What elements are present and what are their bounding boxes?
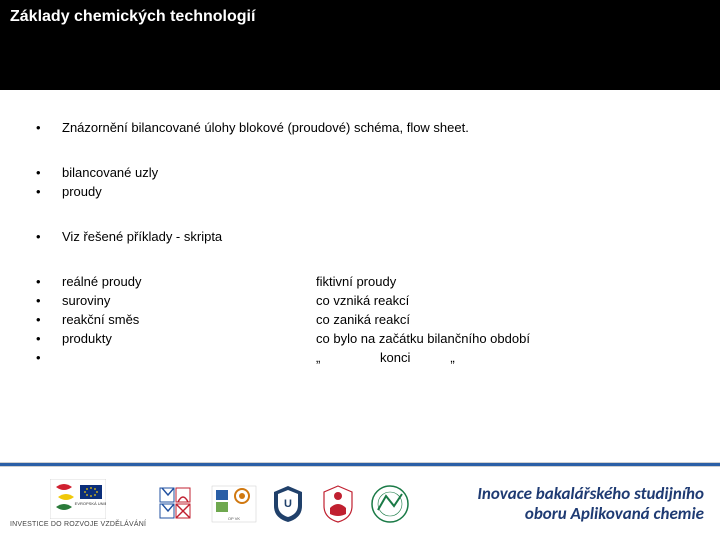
bullet-marker: • [36, 293, 62, 308]
bullet-item: • reakční směs [36, 312, 316, 327]
footer-line2: oboru Aplikovaná chemie [477, 504, 704, 524]
bullet-item: • proudy [36, 184, 684, 199]
bullet-item: • Znázornění bilancované úlohy blokové (… [36, 120, 684, 135]
bullet-text: reakční směs [62, 312, 316, 327]
bullet-item: • [36, 350, 316, 365]
quote-close: „ [450, 350, 454, 365]
invest-caption: INVESTICE DO ROZVOJE VZDĚLÁVÁNÍ [10, 521, 146, 528]
msmt-logo [156, 482, 200, 526]
partner-shield-logo [318, 482, 358, 526]
two-column-block: • reálné proudy • suroviny • reakční smě… [36, 274, 684, 369]
bullet-marker: • [36, 184, 62, 199]
svg-text:U: U [284, 498, 292, 510]
right-text: co vzniká reakcí [316, 293, 684, 308]
bullet-text: Viz řešené příklady - skripta [62, 229, 684, 244]
slide-title: Základy chemických technologií [10, 8, 710, 26]
bullet-item: • reálné proudy [36, 274, 316, 289]
bullet-text: bilancované uzly [62, 165, 684, 180]
bullet-item: • Viz řešené příklady - skripta [36, 229, 684, 244]
footer-body: EVROPSKÁ UNIE INVESTICE DO ROZVOJE VZDĚL… [0, 467, 720, 540]
bullet-item: • produkty [36, 331, 316, 346]
bullet-item: • bilancované uzly [36, 165, 684, 180]
bullet-marker: • [36, 331, 62, 346]
bullet-item: • suroviny [36, 293, 316, 308]
bullet-text: reálné proudy [62, 274, 316, 289]
bullet-marker: • [36, 120, 62, 135]
svg-text:OP VK: OP VK [228, 516, 240, 521]
right-text: co bylo na začátku bilančního období [316, 331, 684, 346]
op-vk-logo: OP VK [210, 482, 258, 526]
bullet-marker: • [36, 350, 62, 365]
bullet-marker: • [36, 165, 62, 180]
header: Základy chemických technologií [0, 0, 720, 90]
bullet-text: produkty [62, 331, 316, 346]
university-logo: U [268, 482, 308, 526]
quote-mid: konci [320, 350, 450, 365]
logo-strip: EVROPSKÁ UNIE INVESTICE DO ROZVOJE VZDĚL… [10, 479, 412, 528]
footer-text: Inovace bakalářského studijního oboru Ap… [477, 484, 710, 523]
bullet-text: Znázornění bilancované úlohy blokové (pr… [62, 120, 684, 135]
content-area: • Znázornění bilancované úlohy blokové (… [0, 90, 720, 379]
esf-logo: EVROPSKÁ UNIE INVESTICE DO ROZVOJE VZDĚL… [10, 479, 146, 528]
bullet-marker: • [36, 312, 62, 327]
right-text: fiktivní proudy [316, 274, 684, 289]
right-text: co zaniká reakcí [316, 312, 684, 327]
bullet-text: proudy [62, 184, 684, 199]
footer: EVROPSKÁ UNIE INVESTICE DO ROZVOJE VZDĚL… [0, 462, 720, 540]
circle-logo [368, 482, 412, 526]
bullet-text: suroviny [62, 293, 316, 308]
footer-line1: Inovace bakalářského studijního [477, 484, 704, 504]
bullet-marker: • [36, 229, 62, 244]
left-column: • reálné proudy • suroviny • reakční smě… [36, 274, 316, 369]
right-column: fiktivní proudy co vzniká reakcí co zani… [316, 274, 684, 369]
svg-text:EVROPSKÁ UNIE: EVROPSKÁ UNIE [75, 501, 106, 506]
bullet-marker: • [36, 274, 62, 289]
right-text-quote: „ konci „ [316, 350, 684, 365]
